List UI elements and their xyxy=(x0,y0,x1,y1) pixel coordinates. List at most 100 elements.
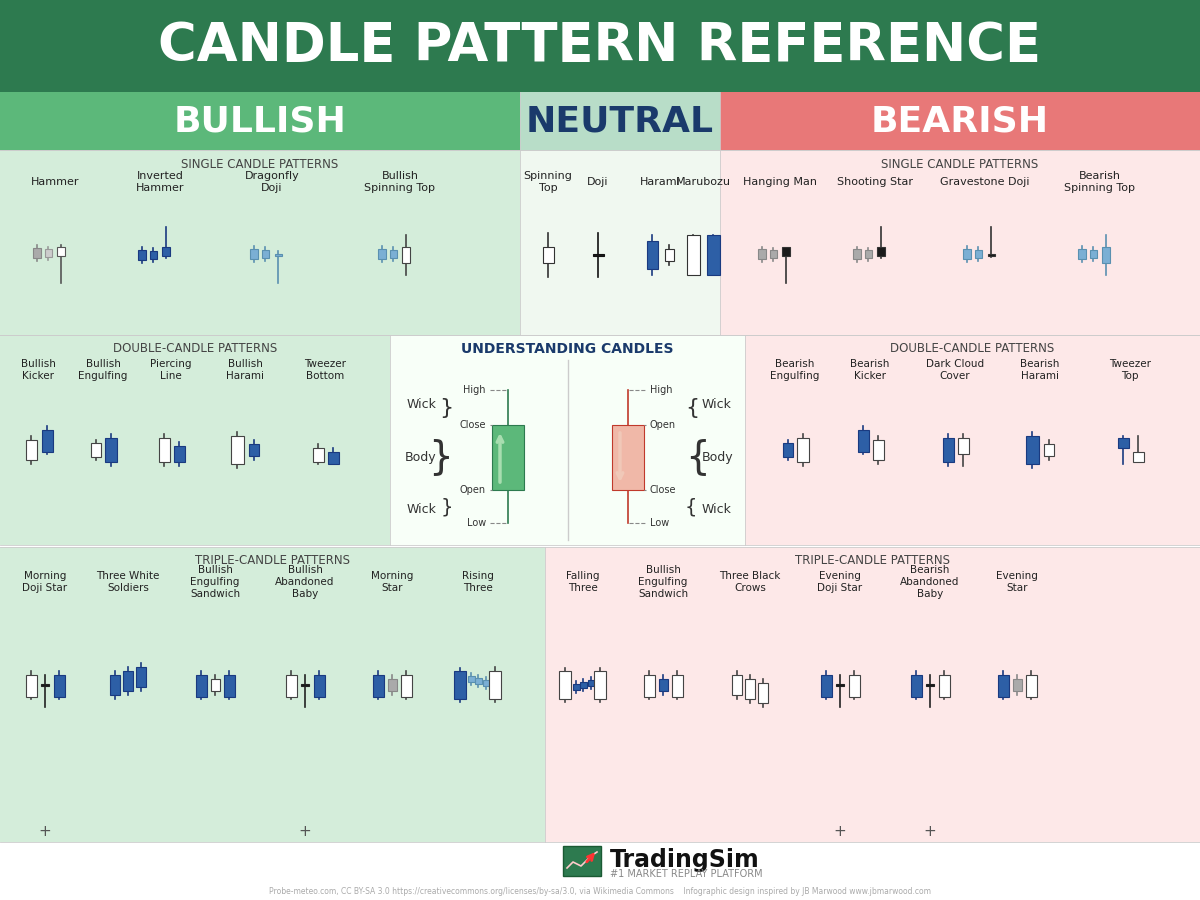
Text: Low: Low xyxy=(650,518,670,528)
Text: {: { xyxy=(685,398,700,418)
Bar xyxy=(593,254,604,256)
Text: SINGLE CANDLE PATTERNS: SINGLE CANDLE PATTERNS xyxy=(181,158,338,170)
Bar xyxy=(647,241,658,269)
Text: {: { xyxy=(685,497,697,516)
Bar xyxy=(210,679,220,690)
Bar xyxy=(474,678,481,683)
Text: {: { xyxy=(685,438,709,476)
Bar xyxy=(911,674,922,697)
Bar xyxy=(1078,249,1086,259)
Text: DOUBLE-CANDLE PATTERNS: DOUBLE-CANDLE PATTERNS xyxy=(890,343,1055,356)
Text: Low: Low xyxy=(467,518,486,528)
Text: Wick: Wick xyxy=(406,398,436,411)
Text: Wick: Wick xyxy=(702,503,732,516)
Bar xyxy=(821,674,832,697)
Text: Hammer: Hammer xyxy=(31,177,79,187)
Bar xyxy=(559,670,571,698)
Bar xyxy=(872,440,883,460)
Text: Bearish
Engulfing: Bearish Engulfing xyxy=(770,359,820,381)
Bar xyxy=(572,683,580,689)
Bar xyxy=(230,436,244,464)
Bar xyxy=(390,335,745,545)
Bar xyxy=(563,846,601,876)
Text: Falling
Three: Falling Three xyxy=(566,572,600,593)
Bar xyxy=(988,254,995,256)
Bar xyxy=(54,674,65,697)
Bar xyxy=(158,438,169,462)
Bar xyxy=(1026,674,1037,697)
Text: Bullish
Engulfing
Sandwich: Bullish Engulfing Sandwich xyxy=(190,565,240,599)
Text: #1 MARKET REPLAY PLATFORM: #1 MARKET REPLAY PLATFORM xyxy=(610,869,763,879)
Text: Marubozu: Marubozu xyxy=(676,177,731,187)
Bar xyxy=(1013,679,1021,690)
Bar xyxy=(542,247,553,263)
Text: Probe-meteo.com, CC BY-SA 3.0 https://creativecommons.org/licenses/by-sa/3.0, vi: Probe-meteo.com, CC BY-SA 3.0 https://cr… xyxy=(269,886,931,896)
Bar xyxy=(0,150,520,335)
Bar xyxy=(758,249,766,259)
Bar xyxy=(1102,247,1110,263)
Bar xyxy=(1026,436,1038,464)
Text: Shooting Star: Shooting Star xyxy=(838,177,913,187)
Text: Tweezer
Bottom: Tweezer Bottom xyxy=(304,359,346,381)
Text: BULLISH: BULLISH xyxy=(174,104,347,138)
Text: Morning
Doji Star: Morning Doji Star xyxy=(23,572,67,593)
Text: Tweezer
Top: Tweezer Top xyxy=(1109,359,1151,381)
Bar xyxy=(707,235,720,275)
Bar xyxy=(836,683,844,686)
Text: Close: Close xyxy=(650,485,677,495)
Bar xyxy=(196,674,206,697)
Text: Bearish
Abandoned
Baby: Bearish Abandoned Baby xyxy=(900,565,960,599)
Bar xyxy=(732,674,742,695)
Bar xyxy=(964,249,971,259)
Text: BEARISH: BEARISH xyxy=(871,104,1049,138)
Bar xyxy=(665,249,673,261)
Text: High: High xyxy=(650,385,672,395)
Bar xyxy=(745,679,755,698)
Bar xyxy=(313,674,324,697)
Text: Evening
Star: Evening Star xyxy=(996,572,1038,593)
Text: TRIPLE-CANDLE PATTERNS: TRIPLE-CANDLE PATTERNS xyxy=(796,554,950,568)
Text: Bullish
Harami: Bullish Harami xyxy=(226,359,264,381)
Bar xyxy=(0,842,1200,900)
Bar xyxy=(91,443,101,457)
Bar xyxy=(0,547,545,842)
Bar xyxy=(372,674,384,697)
Bar xyxy=(594,670,606,698)
Bar xyxy=(745,335,1200,545)
Bar xyxy=(138,250,146,260)
Bar xyxy=(942,438,954,462)
Bar xyxy=(853,249,862,259)
Bar xyxy=(110,674,120,695)
Text: }: } xyxy=(428,438,454,476)
Bar xyxy=(1090,250,1097,258)
Text: Dark Cloud
Cover: Dark Cloud Cover xyxy=(926,359,984,381)
Text: Doji: Doji xyxy=(587,177,608,187)
Bar xyxy=(482,680,490,686)
Bar xyxy=(250,249,258,259)
Bar xyxy=(0,92,520,150)
Bar xyxy=(784,443,793,457)
Bar xyxy=(926,683,934,686)
Bar xyxy=(974,250,982,258)
Bar xyxy=(848,674,859,697)
Text: +: + xyxy=(924,824,936,840)
Bar xyxy=(490,670,502,698)
Bar xyxy=(388,679,396,690)
Bar xyxy=(150,251,156,259)
Bar xyxy=(378,249,386,259)
Bar xyxy=(454,670,466,698)
Text: Open: Open xyxy=(460,485,486,495)
Text: }: } xyxy=(439,398,454,418)
Text: Bullish
Engulfing: Bullish Engulfing xyxy=(78,359,127,381)
Bar xyxy=(25,674,36,697)
Bar xyxy=(520,150,720,335)
Text: Morning
Star: Morning Star xyxy=(371,572,413,593)
Text: Bearish
Harami: Bearish Harami xyxy=(1020,359,1060,381)
Text: Hanging Man: Hanging Man xyxy=(743,177,817,187)
Text: Evening
Doji Star: Evening Doji Star xyxy=(817,572,863,593)
Bar xyxy=(686,235,700,275)
Text: Bearish
Spinning Top: Bearish Spinning Top xyxy=(1064,171,1135,193)
Text: Open: Open xyxy=(650,420,676,430)
Bar xyxy=(402,247,410,263)
Bar xyxy=(0,0,1200,92)
